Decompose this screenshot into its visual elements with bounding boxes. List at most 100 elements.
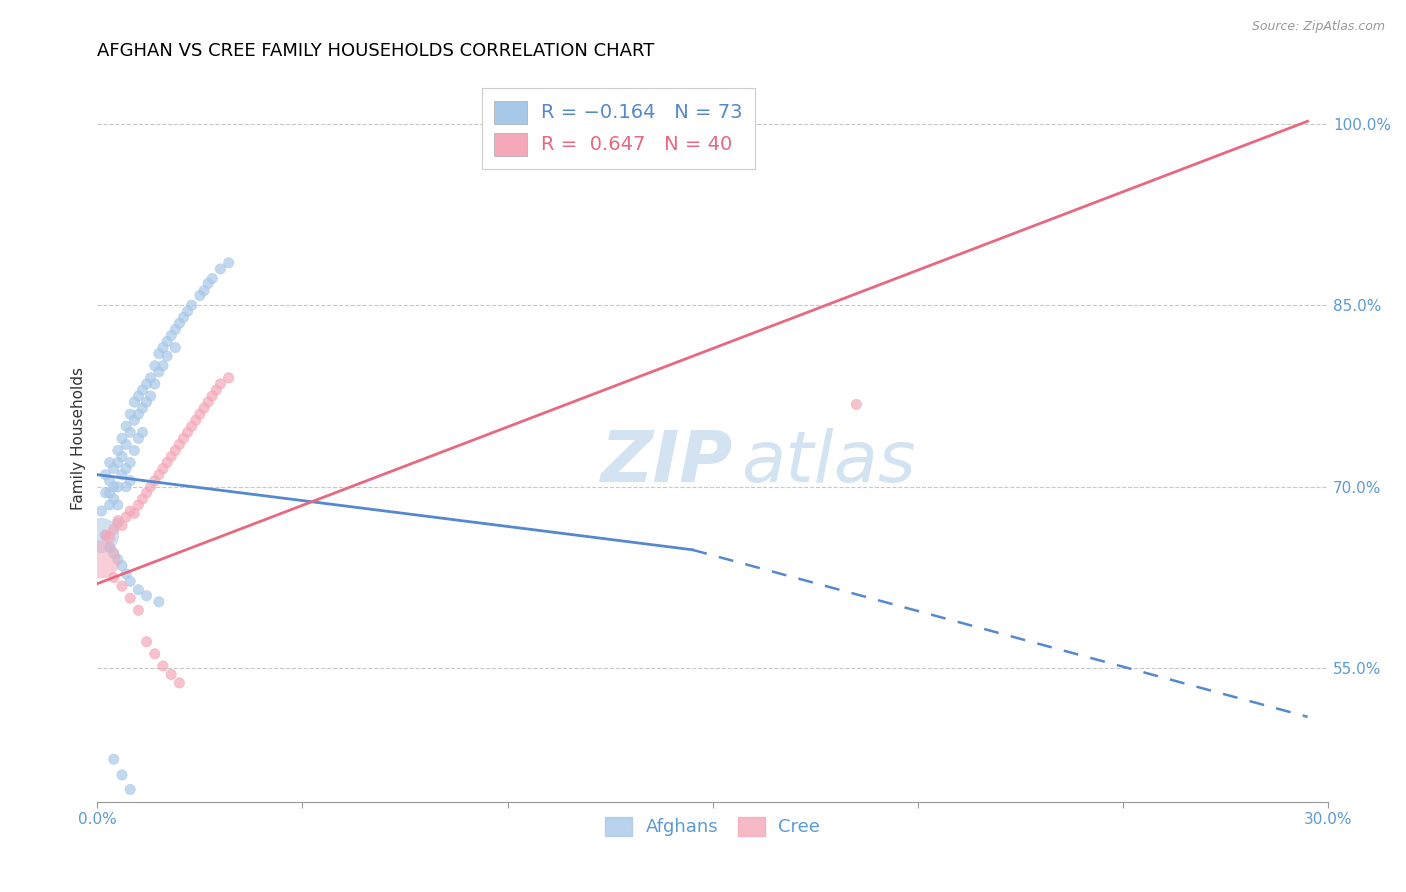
- Point: [156, 456, 179, 470]
- Point: [160, 667, 183, 681]
- Point: [111, 558, 134, 573]
- Point: [176, 425, 198, 440]
- Point: [90, 504, 112, 518]
- Point: [160, 328, 183, 343]
- Point: [107, 443, 129, 458]
- Point: [139, 480, 162, 494]
- Point: [135, 376, 157, 391]
- Point: [127, 389, 149, 403]
- Point: [197, 395, 219, 409]
- Point: [103, 522, 125, 536]
- Point: [169, 676, 191, 690]
- Point: [148, 595, 170, 609]
- Point: [188, 407, 211, 421]
- Legend: Afghans, Cree: Afghans, Cree: [598, 808, 828, 844]
- Point: [209, 261, 232, 276]
- Point: [131, 491, 153, 506]
- Point: [111, 431, 134, 445]
- Point: [107, 516, 129, 530]
- Point: [127, 582, 149, 597]
- Point: [165, 322, 187, 336]
- Point: [169, 317, 191, 331]
- Point: [165, 341, 187, 355]
- Point: [152, 341, 174, 355]
- Point: [143, 376, 166, 391]
- Point: [124, 395, 146, 409]
- Point: [124, 413, 146, 427]
- Point: [205, 383, 228, 397]
- Point: [176, 304, 198, 318]
- Point: [209, 376, 232, 391]
- Point: [115, 419, 138, 434]
- Point: [127, 407, 149, 421]
- Point: [120, 456, 142, 470]
- Point: [120, 425, 142, 440]
- Point: [165, 443, 187, 458]
- Point: [148, 346, 170, 360]
- Point: [111, 467, 134, 482]
- Point: [111, 579, 134, 593]
- Point: [103, 480, 125, 494]
- Point: [107, 480, 129, 494]
- Point: [201, 389, 224, 403]
- Point: [120, 504, 142, 518]
- Point: [115, 480, 138, 494]
- Point: [120, 407, 142, 421]
- Point: [160, 450, 183, 464]
- Point: [193, 401, 215, 416]
- Point: [139, 389, 162, 403]
- Point: [98, 486, 121, 500]
- Point: [127, 431, 149, 445]
- Point: [156, 334, 179, 349]
- Point: [156, 349, 179, 363]
- Point: [127, 498, 149, 512]
- Point: [120, 591, 142, 606]
- Point: [218, 256, 240, 270]
- Point: [218, 371, 240, 385]
- Point: [120, 474, 142, 488]
- Point: [201, 271, 224, 285]
- Point: [131, 401, 153, 416]
- Point: [180, 298, 202, 312]
- Point: [90, 552, 112, 566]
- Point: [173, 431, 195, 445]
- Point: [94, 528, 117, 542]
- Text: ZIP: ZIP: [600, 428, 734, 497]
- Point: [135, 589, 157, 603]
- Point: [124, 443, 146, 458]
- Point: [135, 634, 157, 648]
- Text: Source: ZipAtlas.com: Source: ZipAtlas.com: [1251, 20, 1385, 33]
- Point: [103, 571, 125, 585]
- Point: [845, 397, 868, 411]
- Point: [115, 437, 138, 451]
- Point: [148, 467, 170, 482]
- Point: [139, 371, 162, 385]
- Point: [103, 752, 125, 766]
- Y-axis label: Family Households: Family Households: [72, 367, 86, 510]
- Point: [115, 461, 138, 475]
- Point: [197, 277, 219, 291]
- Point: [98, 541, 121, 555]
- Point: [103, 461, 125, 475]
- Point: [188, 288, 211, 302]
- Point: [120, 782, 142, 797]
- Point: [135, 395, 157, 409]
- Point: [98, 474, 121, 488]
- Text: AFGHAN VS CREE FAMILY HOUSEHOLDS CORRELATION CHART: AFGHAN VS CREE FAMILY HOUSEHOLDS CORRELA…: [97, 42, 655, 60]
- Point: [94, 486, 117, 500]
- Text: atlas: atlas: [741, 428, 917, 497]
- Point: [111, 450, 134, 464]
- Point: [90, 528, 112, 542]
- Point: [98, 456, 121, 470]
- Point: [98, 531, 121, 545]
- Point: [127, 603, 149, 617]
- Point: [111, 768, 134, 782]
- Point: [169, 437, 191, 451]
- Point: [103, 491, 125, 506]
- Point: [111, 518, 134, 533]
- Point: [115, 566, 138, 581]
- Point: [107, 514, 129, 528]
- Point: [148, 365, 170, 379]
- Point: [173, 310, 195, 325]
- Point: [107, 498, 129, 512]
